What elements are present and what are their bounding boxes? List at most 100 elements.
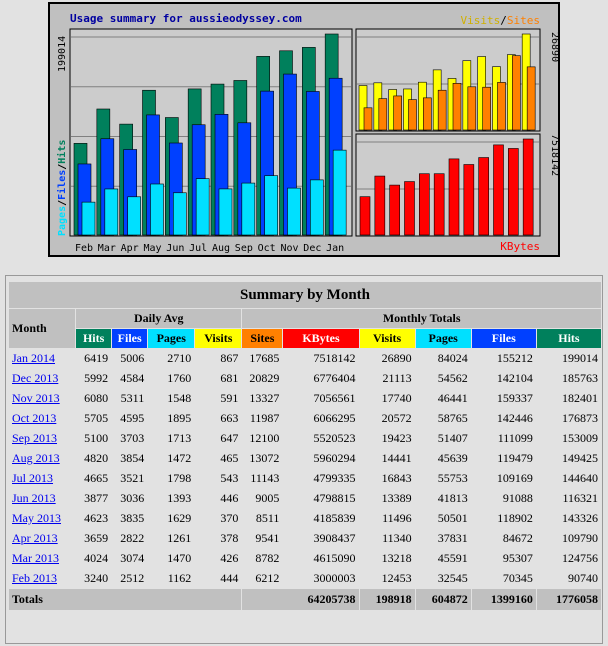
sites-legend-label: Sites bbox=[507, 14, 540, 27]
legend-slash: / bbox=[500, 14, 507, 27]
pages-bar bbox=[218, 188, 233, 236]
daily-pages-header: Pages bbox=[148, 329, 195, 348]
table-row: Nov 2013 6080 5311 1548 591 13327 7056561 17740… bbox=[9, 389, 601, 408]
kbytes-bar bbox=[389, 184, 400, 236]
table-row: Jan 2014 6419 5006 2710 867 17685 7518142 26890… bbox=[9, 349, 601, 368]
daily-files-cell: 4595 bbox=[112, 409, 148, 428]
daily-pages-cell: 1713 bbox=[148, 429, 195, 448]
daily-hits-cell: 3659 bbox=[76, 529, 112, 548]
monthly-kbytes-cell: 3000003 bbox=[283, 569, 359, 588]
daily-hits-cell: 4024 bbox=[76, 549, 112, 568]
kbytes-legend-label: KBytes bbox=[500, 240, 540, 253]
month-link[interactable]: Dec 2013 bbox=[12, 371, 59, 385]
monthly-pages-cell: 45639 bbox=[415, 449, 471, 468]
table-body: Jan 2014 6419 5006 2710 867 17685 7518142 26890… bbox=[9, 349, 601, 588]
table-row: Oct 2013 5705 4595 1895 663 11987 6066295 20572… bbox=[9, 409, 601, 428]
totals-label: Totals bbox=[9, 589, 242, 610]
daily-hits-cell: 5705 bbox=[76, 409, 112, 428]
monthly-kbytes-cell: 7518142 bbox=[283, 349, 359, 368]
monthly-visits-cell: 17740 bbox=[359, 389, 415, 408]
sites-bar bbox=[482, 86, 491, 131]
daily-avg-header: Daily Avg bbox=[76, 309, 242, 328]
kbytes-bar bbox=[508, 148, 519, 236]
daily-pages-cell: 1393 bbox=[148, 489, 195, 508]
daily-visits-cell: 681 bbox=[195, 369, 242, 388]
x-tick-label: Oct bbox=[258, 243, 276, 254]
files-legend-label: Files bbox=[56, 170, 68, 200]
pages-bar bbox=[195, 178, 210, 236]
month-link[interactable]: Mar 2013 bbox=[12, 551, 59, 565]
monthly-sites-header: Sites bbox=[242, 329, 283, 348]
monthly-files-cell: 119479 bbox=[471, 449, 536, 468]
monthly-visits-cell: 11496 bbox=[359, 509, 415, 528]
monthly-hits-cell: 199014 bbox=[536, 349, 601, 368]
monthly-sites-cell: 11987 bbox=[242, 409, 283, 428]
pages-bar bbox=[81, 201, 96, 236]
total-files: 1399160 bbox=[471, 589, 536, 610]
daily-pages-cell: 2710 bbox=[148, 349, 195, 368]
left-legend: Pages/Files/Hits bbox=[56, 140, 68, 236]
monthly-hits-cell: 143326 bbox=[536, 509, 601, 528]
month-link[interactable]: Aug 2013 bbox=[12, 451, 60, 465]
daily-pages-cell: 1162 bbox=[148, 569, 195, 588]
x-tick-label: Nov bbox=[280, 243, 298, 254]
month-link[interactable]: Apr 2013 bbox=[12, 531, 58, 545]
month-cell: Mar 2013 bbox=[9, 549, 76, 568]
monthly-hits-cell: 176873 bbox=[536, 409, 601, 428]
chart-title: Usage summary for aussieodyssey.com bbox=[70, 12, 302, 25]
month-link[interactable]: Nov 2013 bbox=[12, 391, 60, 405]
pages-bar bbox=[332, 149, 347, 236]
month-cell: Nov 2013 bbox=[9, 389, 76, 408]
month-cell: Sep 2013 bbox=[9, 429, 76, 448]
month-cell: Aug 2013 bbox=[9, 449, 76, 468]
monthly-visits-cell: 14441 bbox=[359, 449, 415, 468]
table-row: Aug 2013 4820 3854 1472 465 13072 5960294 14441… bbox=[9, 449, 601, 468]
sites-bar bbox=[512, 55, 521, 131]
usage-chart-svg: Feb Mar Apr May Jun Jul Aug Sep Oct Nov Dec Jan Usag… bbox=[56, 12, 558, 254]
monthly-files-cell: 111099 bbox=[471, 429, 536, 448]
daily-hits-cell: 4623 bbox=[76, 509, 112, 528]
monthly-hits-header: Hits bbox=[536, 329, 601, 348]
monthly-pages-cell: 45591 bbox=[415, 549, 471, 568]
daily-hits-cell: 3240 bbox=[76, 569, 112, 588]
daily-hits-cell: 3877 bbox=[76, 489, 112, 508]
daily-hits-cell: 4665 bbox=[76, 469, 112, 488]
month-link[interactable]: Jun 2013 bbox=[12, 491, 56, 505]
month-link[interactable]: Oct 2013 bbox=[12, 411, 57, 425]
month-cell: Oct 2013 bbox=[9, 409, 76, 428]
sites-bar bbox=[452, 83, 462, 131]
monthly-sites-cell: 11143 bbox=[242, 469, 283, 488]
pages-bar bbox=[264, 175, 278, 236]
table-row: Jun 2013 3877 3036 1393 446 9005 4798815 13389 4… bbox=[9, 489, 601, 508]
monthly-totals-header: Monthly Totals bbox=[242, 309, 601, 328]
kbytes-bar bbox=[419, 173, 430, 236]
monthly-hits-cell: 90740 bbox=[536, 569, 601, 588]
month-link[interactable]: Sep 2013 bbox=[12, 431, 57, 445]
daily-visits-cell: 663 bbox=[195, 409, 242, 428]
month-link[interactable]: Feb 2013 bbox=[12, 571, 57, 585]
monthly-sites-cell: 13327 bbox=[242, 389, 283, 408]
monthly-visits-cell: 13389 bbox=[359, 489, 415, 508]
table-row: Dec 2013 5992 4584 1760 681 20829 6776404 21113… bbox=[9, 369, 601, 388]
x-tick-label: Aug bbox=[212, 243, 230, 254]
total-visits: 198918 bbox=[359, 589, 415, 610]
pages-bar bbox=[241, 182, 256, 236]
monthly-files-cell: 95307 bbox=[471, 549, 536, 568]
monthly-kbytes-cell: 4799335 bbox=[283, 469, 359, 488]
month-link[interactable]: Jul 2013 bbox=[12, 471, 54, 485]
monthly-sites-cell: 12100 bbox=[242, 429, 283, 448]
daily-hits-cell: 5100 bbox=[76, 429, 112, 448]
monthly-pages-cell: 54562 bbox=[415, 369, 471, 388]
visits-max-label: 26890 bbox=[549, 32, 558, 62]
daily-pages-cell: 1470 bbox=[148, 549, 195, 568]
sites-bar bbox=[363, 107, 373, 131]
month-link[interactable]: Jan 2014 bbox=[12, 351, 55, 365]
daily-visits-header: Visits bbox=[195, 329, 242, 348]
pages-bar bbox=[150, 183, 164, 236]
x-tick-label: Jan bbox=[326, 243, 344, 254]
month-cell: Jun 2013 bbox=[9, 489, 76, 508]
monthly-files-cell: 159337 bbox=[471, 389, 536, 408]
left-max-label: 199014 bbox=[57, 36, 68, 72]
daily-visits-cell: 647 bbox=[195, 429, 242, 448]
month-link[interactable]: May 2013 bbox=[12, 511, 61, 525]
